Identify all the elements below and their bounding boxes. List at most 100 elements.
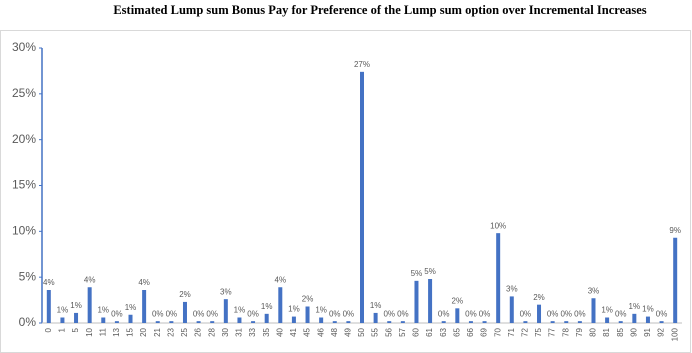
x-tick-label: 5 [71,327,80,332]
x-tick-label: 21 [153,327,162,336]
x-tick-label: 20 [139,327,148,336]
value-label: 0% [193,309,205,318]
x-tick-label: 61 [425,327,434,336]
x-tick-label: 75 [534,327,543,336]
x-tick-label: 57 [398,327,407,336]
x-tick-label: 33 [248,327,257,336]
bar [305,306,310,323]
bar [87,287,92,323]
value-label: 1% [70,301,82,310]
bar [291,316,296,323]
value-label: 0% [465,309,477,318]
bar [223,299,228,323]
x-tick-label: 100 [670,327,679,341]
y-tick-label: 25% [12,86,36,100]
value-label: 1% [97,306,109,315]
x-tick-label: 78 [561,327,570,336]
bar [618,321,623,323]
bar [332,321,337,323]
value-label: 4% [138,278,150,287]
bar [264,313,269,323]
bar [537,304,542,323]
x-tick-label: 77 [548,327,557,336]
bar [482,321,487,323]
x-tick-label: 90 [629,327,638,336]
bar [387,321,392,323]
value-label: 0% [560,309,572,318]
bar [496,233,501,323]
x-tick-label: 25 [180,327,189,336]
value-label: 0% [397,309,409,318]
y-tick-label: 5% [19,269,37,283]
x-tick-label: 81 [602,327,611,336]
bar [155,321,160,323]
y-tick-label: 15% [12,178,36,192]
x-tick-label: 13 [112,327,121,336]
bar [128,314,133,323]
value-label: 1% [642,305,654,314]
y-tick-label: 20% [12,132,36,146]
x-tick-label: 46 [316,327,325,336]
bar [46,290,51,323]
x-tick-label: 1 [58,327,67,332]
x-tick-label: 63 [439,327,448,336]
x-tick-label: 10 [85,327,94,336]
bar [591,298,596,323]
value-label: 4% [84,275,96,284]
value-label: 0% [520,309,532,318]
value-label: 3% [220,287,232,296]
x-tick-label: 48 [330,327,339,336]
bar [114,321,119,323]
bar [182,301,187,323]
value-label: 1% [261,302,273,311]
x-tick-label: 45 [303,327,312,336]
value-label: 0% [111,309,123,318]
bar [577,321,582,323]
value-label: 0% [615,309,627,318]
bar [441,321,446,323]
bar [196,321,201,323]
bar [319,317,324,323]
value-label: 2% [533,293,545,302]
bar [550,321,555,323]
bar [509,296,514,323]
x-tick-label: 69 [480,327,489,336]
bar [346,321,351,323]
value-label: 0% [438,309,450,318]
y-tick-label: 0% [19,315,37,329]
value-label: 27% [354,60,370,69]
x-tick-label: 80 [589,327,598,336]
y-tick-label: 30% [12,40,36,54]
x-tick-label: 49 [343,327,352,336]
value-label: 9% [669,226,681,235]
bar [414,280,419,323]
x-tick-label: 70 [493,327,502,336]
x-tick-label: 28 [207,327,216,336]
bar [400,321,405,323]
bar [455,308,460,323]
bar [278,287,283,323]
value-label: 4% [43,278,55,287]
value-label: 1% [234,306,246,315]
value-label: 0% [152,309,164,318]
value-label: 1% [125,303,137,312]
bar [564,321,569,323]
y-tick-label: 10% [12,224,36,238]
value-label: 1% [315,306,327,315]
value-label: 2% [179,290,191,299]
value-label: 0% [574,309,586,318]
chart-frame [0,30,691,353]
value-label: 3% [506,285,518,294]
value-label: 2% [452,296,464,305]
value-label: 0% [547,309,559,318]
x-tick-label: 40 [275,327,284,336]
x-tick-label: 35 [262,327,271,336]
bar [101,317,106,323]
value-label: 1% [601,306,613,315]
bar [237,317,242,323]
value-label: 0% [166,309,178,318]
bar [373,312,378,323]
bar [251,321,256,323]
x-tick-label: 85 [616,327,625,336]
